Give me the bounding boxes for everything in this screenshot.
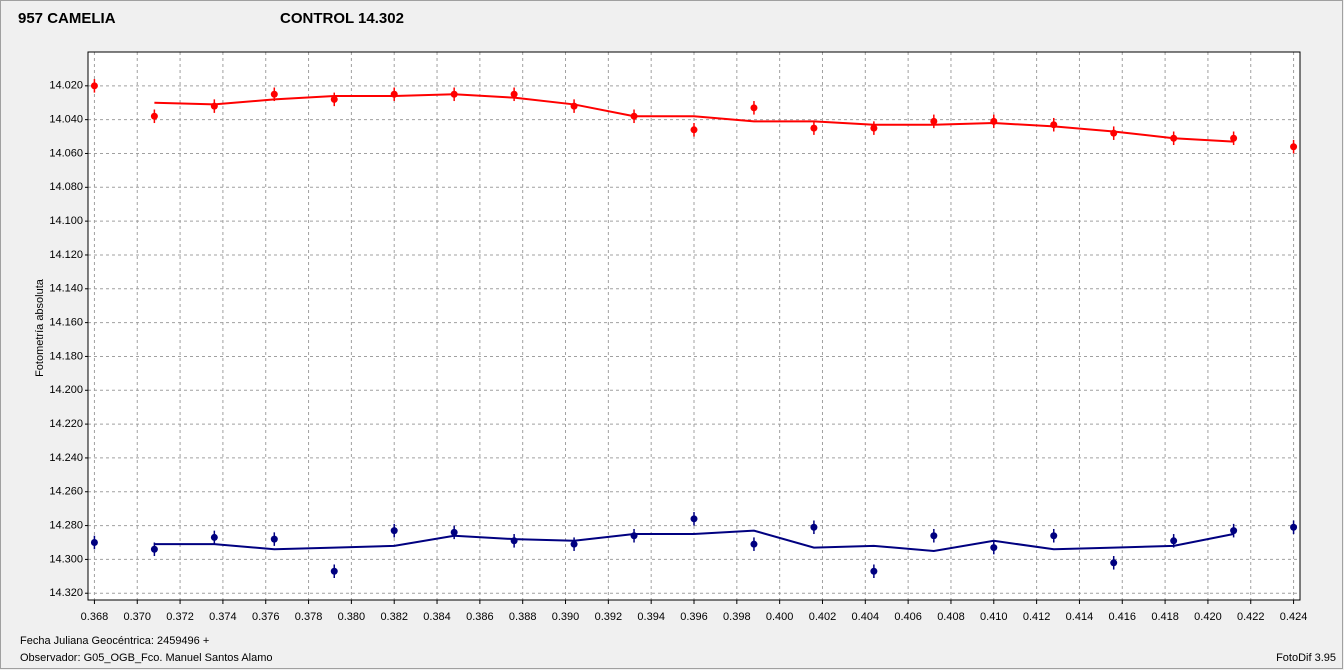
plot-border: [87, 51, 1301, 601]
data-point: [750, 104, 758, 112]
x-tick-label: 0.424: [1280, 611, 1308, 623]
y-tick-label: 14.160: [49, 317, 83, 329]
x-tick-label: 0.400: [766, 611, 794, 623]
data-point: [630, 112, 638, 120]
x-tick-label: 0.404: [852, 611, 880, 623]
data-point: [330, 567, 338, 575]
y-tick-label: 14.260: [49, 486, 83, 498]
x-tick-label: 0.394: [637, 611, 665, 623]
data-point: [510, 90, 518, 98]
y-tick-label: 14.180: [49, 350, 83, 362]
data-point: [690, 515, 698, 523]
y-tick-label: 14.300: [49, 553, 83, 565]
data-point: [90, 538, 98, 546]
legend-entry: CONTROL 14.302: [280, 10, 404, 27]
y-tick-label: 14.020: [49, 80, 83, 92]
software: FotoDif 3.95: [1276, 652, 1336, 664]
data-point: [510, 537, 518, 545]
data-point: [990, 544, 998, 552]
data-point: [1290, 523, 1298, 531]
x-axis-label: Fecha Juliana Geocéntrica: 2459496 +: [20, 635, 209, 647]
data-point: [1050, 121, 1058, 129]
data-point: [1170, 134, 1178, 142]
x-tick-label: 0.392: [595, 611, 623, 623]
x-tick-label: 0.378: [295, 611, 323, 623]
data-point: [870, 567, 878, 575]
x-tick-label: 0.386: [466, 611, 494, 623]
data-point: [810, 124, 818, 132]
x-tick-label: 0.372: [166, 611, 194, 623]
y-tick-label: 14.280: [49, 519, 83, 531]
y-tick-label: 14.120: [49, 249, 83, 261]
x-tick-label: 0.398: [723, 611, 751, 623]
x-tick-label: 0.380: [338, 611, 366, 623]
x-tick-label: 0.388: [509, 611, 537, 623]
data-point: [930, 117, 938, 125]
y-tick-label: 14.040: [49, 114, 83, 126]
data-point: [270, 90, 278, 98]
data-point: [210, 102, 218, 110]
x-tick-label: 0.376: [252, 611, 280, 623]
data-point: [810, 523, 818, 531]
data-point: [570, 102, 578, 110]
x-tick-label: 0.414: [1066, 611, 1094, 623]
data-point: [450, 90, 458, 98]
data-point: [390, 90, 398, 98]
y-tick-label: 14.100: [49, 215, 83, 227]
x-tick-label: 0.412: [1023, 611, 1051, 623]
data-point: [1230, 134, 1238, 142]
data-point: [1110, 129, 1118, 137]
data-point: [150, 112, 158, 120]
data-point: [210, 533, 218, 541]
x-tick-label: 0.368: [81, 611, 109, 623]
y-tick-label: 14.320: [49, 587, 83, 599]
data-point: [390, 527, 398, 535]
data-point: [90, 82, 98, 90]
x-tick-label: 0.390: [552, 611, 580, 623]
y-tick-label: 14.080: [49, 181, 83, 193]
y-tick-label: 14.220: [49, 418, 83, 430]
data-point: [330, 95, 338, 103]
data-point: [1050, 532, 1058, 540]
x-tick-label: 0.416: [1109, 611, 1137, 623]
y-tick-label: 14.140: [49, 283, 83, 295]
data-point: [870, 124, 878, 132]
data-point: [1230, 527, 1238, 535]
data-point: [930, 532, 938, 540]
x-tick-label: 0.382: [380, 611, 408, 623]
data-point: [630, 532, 638, 540]
x-tick-label: 0.406: [894, 611, 922, 623]
data-point: [150, 545, 158, 553]
trend-line: [154, 529, 1234, 552]
x-tick-label: 0.410: [980, 611, 1008, 623]
y-tick-label: 14.200: [49, 384, 83, 396]
data-point: [570, 540, 578, 548]
observer: Observador: G05_OGB_Fco. Manuel Santos A…: [20, 652, 273, 664]
data-point: [1110, 559, 1118, 567]
y-axis-label: Fotometría absoluta: [34, 278, 46, 377]
y-tick-label: 14.240: [49, 452, 83, 464]
data-point: [1290, 143, 1298, 151]
x-tick-label: 0.402: [809, 611, 837, 623]
data-point: [1170, 537, 1178, 545]
x-tick-label: 0.418: [1151, 611, 1179, 623]
data-point: [450, 528, 458, 536]
x-tick-label: 0.420: [1194, 611, 1222, 623]
x-tick-label: 0.370: [123, 611, 151, 623]
x-tick-label: 0.384: [423, 611, 451, 623]
data-point: [690, 126, 698, 134]
data-point: [750, 540, 758, 548]
y-tick-label: 14.060: [49, 147, 83, 159]
x-tick-label: 0.408: [937, 611, 965, 623]
x-tick-label: 0.396: [680, 611, 708, 623]
data-point: [270, 535, 278, 543]
x-tick-label: 0.374: [209, 611, 237, 623]
data-point: [990, 117, 998, 125]
x-tick-label: 0.422: [1237, 611, 1265, 623]
legend-entry: 957 CAMELIA: [18, 10, 116, 27]
